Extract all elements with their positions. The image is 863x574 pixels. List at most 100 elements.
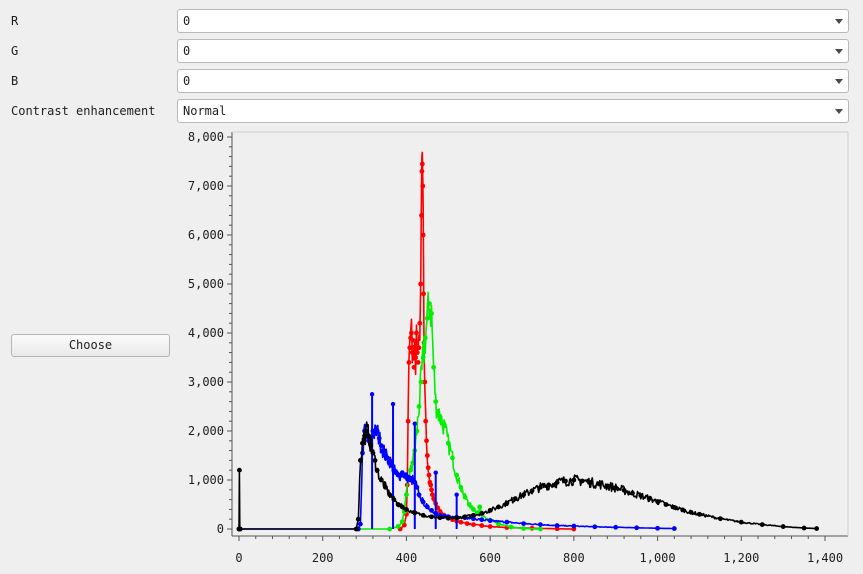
series-point (387, 458, 393, 463)
series-point (504, 500, 510, 506)
series-point (387, 526, 393, 532)
series-point (413, 355, 419, 360)
series-point (445, 515, 451, 521)
series-point (412, 510, 418, 516)
choose-button[interactable]: Choose (11, 334, 170, 357)
series-point (409, 330, 414, 336)
series-point (496, 504, 501, 510)
series-point (546, 482, 552, 488)
series-point (378, 443, 384, 449)
series-point (429, 507, 434, 513)
series-point (579, 478, 585, 484)
series-point (412, 421, 417, 426)
r-label: R (11, 14, 19, 28)
series-point (571, 477, 577, 483)
series-point (479, 523, 485, 528)
series-point (422, 379, 428, 385)
r-select[interactable]: 0 (177, 9, 849, 33)
series-point (355, 516, 361, 522)
series-point (408, 467, 414, 473)
series-point (391, 497, 397, 502)
series-point (424, 438, 429, 444)
series-point (428, 482, 434, 488)
series-point (370, 450, 376, 456)
series-point (414, 350, 420, 355)
series-point (588, 480, 593, 485)
contrast-enhancement-select[interactable]: Normal (177, 99, 849, 123)
series-point (471, 522, 476, 527)
series-point (445, 440, 451, 446)
series-point (521, 526, 527, 531)
y-tick-label: 0 (217, 522, 224, 536)
series-point (381, 448, 386, 453)
series-point (437, 413, 443, 419)
series-point (429, 514, 434, 520)
r-select-value: 0 (183, 14, 191, 28)
series-point (415, 360, 421, 365)
series-point (630, 490, 635, 496)
series-point (437, 515, 443, 521)
series-point (487, 507, 493, 513)
x-tick-label: 1,000 (640, 551, 676, 565)
series-point (429, 487, 434, 493)
series-point (592, 524, 598, 530)
y-tick-label: 2,000 (188, 424, 224, 438)
series-point (471, 516, 476, 522)
series-point (419, 168, 425, 174)
series-point (717, 516, 723, 522)
series-point (759, 522, 765, 527)
series-point (427, 301, 432, 306)
series-point (357, 458, 363, 463)
series-point (424, 315, 430, 321)
series-point (401, 522, 407, 528)
y-tick-label: 8,000 (188, 130, 224, 144)
series-point (237, 467, 242, 473)
x-tick-label: 400 (396, 551, 418, 565)
series-point (418, 281, 424, 287)
g-select[interactable]: 0 (177, 39, 849, 63)
y-tick-label: 3,000 (188, 375, 224, 389)
series-point (419, 161, 425, 167)
series-point (462, 494, 468, 500)
series-point (425, 465, 431, 471)
series-point (554, 523, 560, 528)
y-tick-label: 7,000 (188, 179, 224, 193)
b-select-value: 0 (183, 74, 191, 88)
series-point (433, 470, 438, 475)
series-point (423, 418, 429, 424)
contrast-enhancement-value: Normal (183, 104, 227, 118)
series-point (364, 428, 370, 434)
series-point (372, 458, 378, 463)
g-select-value: 0 (183, 44, 191, 58)
series-point (663, 502, 669, 507)
series-point (431, 364, 437, 370)
series-point (479, 517, 485, 523)
series-point (426, 472, 432, 478)
series-point (496, 521, 501, 527)
series-point (424, 453, 430, 458)
series-point (471, 507, 476, 512)
series-point (512, 496, 518, 502)
x-tick-label: 0 (235, 551, 242, 565)
contrast-enhancement-label: Contrast enhancement (11, 104, 156, 118)
series-point (537, 484, 543, 490)
series-point (237, 526, 243, 532)
series-point (508, 524, 514, 530)
series-point (376, 435, 382, 441)
series-point (638, 493, 644, 499)
series-point (429, 311, 434, 316)
series-point (362, 433, 367, 439)
series-point (404, 507, 409, 512)
series-point (383, 484, 388, 490)
plot-area (232, 132, 848, 536)
series-point (462, 514, 468, 520)
series-point (801, 525, 807, 531)
series-point (814, 526, 820, 531)
x-tick-label: 1,400 (807, 551, 843, 565)
series-point (419, 213, 424, 218)
b-select[interactable]: 0 (177, 69, 849, 93)
series-point (357, 521, 363, 527)
series-point (421, 291, 426, 297)
series-point (420, 183, 426, 189)
